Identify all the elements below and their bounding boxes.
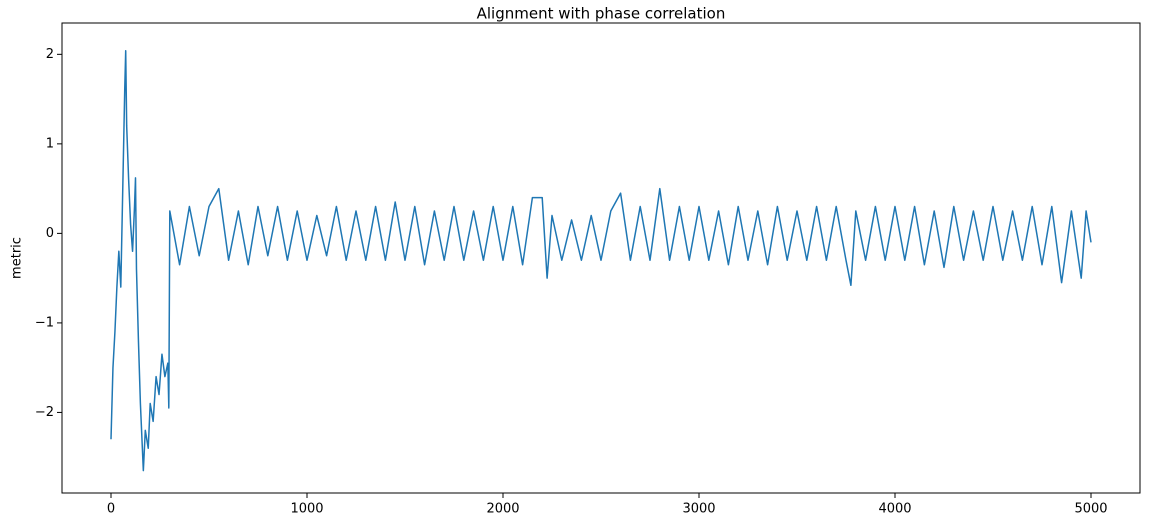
x-tick-label: 3000 (682, 502, 715, 517)
y-tick-label: 0 (46, 226, 54, 241)
x-tick-label: 1000 (290, 502, 323, 517)
plot-frame (61, 22, 1141, 494)
y-tick-label: 1 (46, 136, 54, 151)
x-tick-label: 2000 (486, 502, 519, 517)
y-tick-label: −1 (35, 315, 54, 330)
x-tick-label: 5000 (1074, 502, 1107, 517)
y-axis-label: metric (10, 237, 25, 279)
data-line (110, 50, 1092, 472)
chart-title: Alignment with phase correlation (477, 5, 726, 23)
y-tick-label: 2 (46, 47, 54, 62)
y-tick-label: −2 (35, 405, 54, 420)
x-tick-label: 0 (107, 502, 115, 517)
x-tick-label: 4000 (878, 502, 911, 517)
